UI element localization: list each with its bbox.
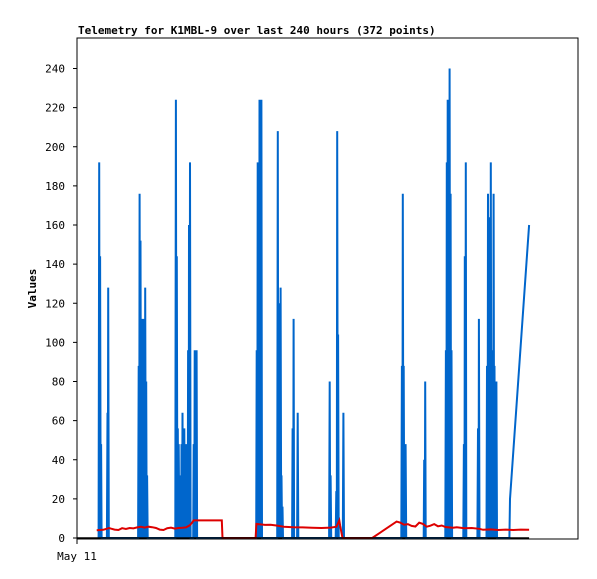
y-tick-label: 100: [45, 336, 65, 349]
y-tick-label: 80: [52, 376, 65, 389]
y-axis-label: Values: [26, 269, 39, 309]
y-tick-label: 0: [58, 532, 65, 545]
y-tick-label: 60: [52, 415, 65, 428]
series-2-line: [96, 517, 530, 539]
y-tick-label: 240: [45, 63, 65, 76]
chart-title: Telemetry for K1MBL-9 over last 240 hour…: [78, 24, 436, 37]
y-axis: 0 20 40 60 80 100 120 140 160 180 200 220 240: [45, 63, 77, 545]
plot-frame: [76, 37, 579, 540]
y-tick-label: 140: [45, 258, 65, 271]
series-group: [77, 68, 531, 539]
y-tick-label: 200: [45, 141, 65, 154]
y-tick-label: 40: [52, 454, 65, 467]
y-tick-label: 120: [45, 297, 65, 310]
y-tick-label: 220: [45, 102, 65, 115]
x-tick-label: May 11: [57, 550, 97, 563]
y-tick-label: 20: [52, 493, 65, 506]
y-tick-label: 160: [45, 219, 65, 232]
y-tick-label: 180: [45, 180, 65, 193]
x-axis: May 11: [57, 539, 97, 563]
